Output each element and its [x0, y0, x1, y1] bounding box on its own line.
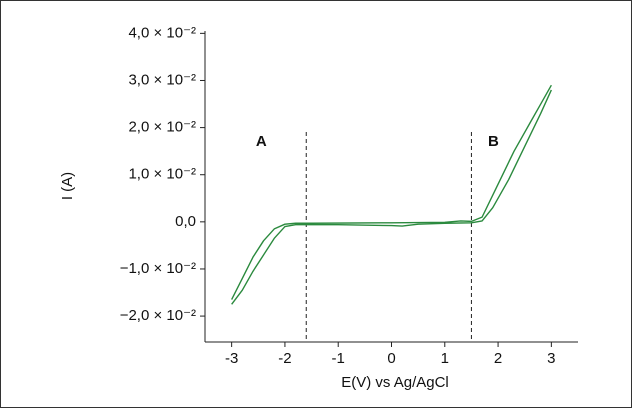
x-axis-label: E(V) vs Ag/AgCl: [341, 374, 449, 391]
y-axis-label: I (A): [59, 172, 76, 200]
x-tick-label: -3: [225, 350, 238, 367]
y-tick-label: −1,0 × 10⁻²: [120, 260, 196, 277]
x-tick-label: -1: [332, 350, 345, 367]
y-tick-label: 1,0 × 10⁻²: [128, 166, 196, 183]
y-tick-label: 3,0 × 10⁻²: [128, 71, 196, 88]
y-tick-label: −2,0 × 10⁻²: [120, 307, 196, 324]
annotation: A: [256, 133, 267, 150]
y-tick-label: 2,0 × 10⁻²: [128, 119, 196, 136]
x-tick-label: 1: [441, 350, 449, 367]
y-tick-label: 0,0: [175, 213, 196, 230]
data-line: [231, 84, 552, 300]
x-tick-label: 2: [494, 350, 502, 367]
y-tick-label: 4,0 × 10⁻²: [128, 24, 196, 41]
x-tick-label: -2: [278, 350, 291, 367]
x-tick-label: 3: [547, 350, 555, 367]
annotation: B: [488, 133, 499, 150]
data-line: [231, 89, 552, 305]
x-tick-label: 0: [387, 350, 395, 367]
